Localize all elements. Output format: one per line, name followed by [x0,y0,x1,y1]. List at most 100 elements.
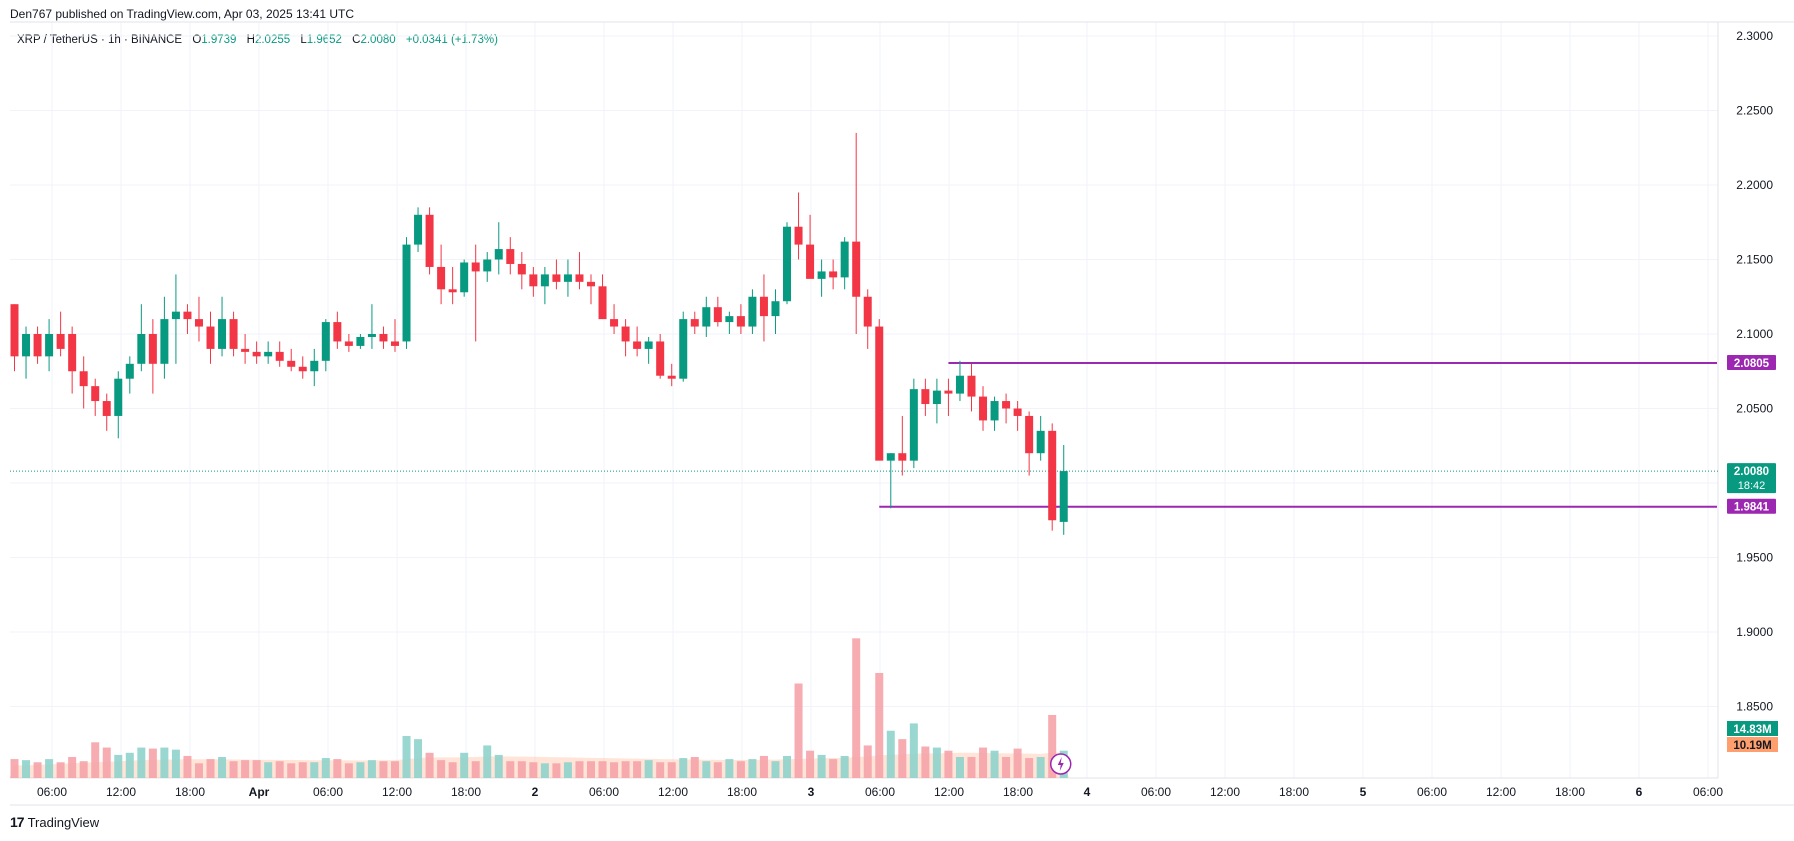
volume-bar [379,761,388,778]
volume-bar [471,761,480,778]
x-tick-label: 06:00 [37,785,67,799]
x-tick-label: 12:00 [934,785,964,799]
x-tick-label: 12:00 [106,785,136,799]
candle-body [540,274,549,287]
volume-bar [367,760,376,778]
candle-body [229,319,238,349]
volume-bar [598,761,607,778]
x-tick-label: Apr [249,785,270,799]
volume-bar [22,760,31,778]
candle-body [252,351,261,357]
candle-body [667,375,676,379]
candle-body [552,274,561,282]
volume-bar [794,683,803,778]
candle-body [817,271,826,279]
candle-body [194,319,203,327]
candle-body [529,274,538,287]
candle-body [298,366,307,372]
y-tick-label: 2.2500 [1736,104,1773,118]
volume-bar [610,762,619,778]
candle-body [909,389,918,461]
volume-bar [414,739,423,778]
volume-axis-label: 10.19M [1733,740,1771,752]
candle-body [1036,430,1045,454]
x-tick-label: 06:00 [589,785,619,799]
tradingview-brand[interactable]: 17 TradingView [10,814,99,830]
candle-body [114,378,123,416]
candle-body [702,307,711,327]
candle-body [690,319,699,327]
candle-body [759,296,768,317]
volume-bar [356,762,365,778]
candle-body [575,274,584,282]
open-label: O [192,34,202,46]
volume-bar [955,757,964,778]
volume-bar [921,746,930,778]
candle-body [264,351,273,357]
candle-body [390,341,399,346]
symbol-title[interactable]: XRP / TetherUS · 1h · BINANCE [17,34,183,46]
candle-body [367,334,376,337]
candle-body [506,249,515,264]
volume-bar [148,748,157,778]
candle-body [806,244,815,279]
candle-body [483,259,492,272]
brand-name: TradingView [27,814,100,830]
candle-body [610,319,619,327]
candle-body [414,214,423,245]
candle-body [679,319,688,379]
volume-bar [875,673,884,778]
symbol-legend: XRP / TetherUS · 1h · BINANCE O1.9739 H 2… [17,34,505,46]
x-tick-label: 12:00 [1210,785,1240,799]
volume-axis-label-bg [1727,737,1778,752]
volume-bar [333,759,342,778]
volume-axis-label-bg [1727,721,1778,736]
candle-body [921,389,930,405]
volume-bar [1036,757,1045,778]
volume-bar [909,723,918,778]
volume-bar [783,755,792,778]
candle-body [1002,401,1011,409]
candle-body [79,371,88,387]
candle-body [206,326,215,349]
volume-bar [1002,757,1011,778]
volume-bar [713,762,722,778]
y-tick-label: 1.9000 [1736,625,1773,639]
volume-bar [252,760,261,778]
volume-bar [633,761,642,778]
candle-body [68,334,77,372]
candle-body [979,396,988,421]
candle-body [852,241,861,297]
candle-body [771,301,780,317]
candle-body [840,241,849,278]
volume-bar [241,760,250,778]
volume-bar [517,761,526,778]
candle-body [644,341,653,349]
x-tick-label: 06:00 [1693,785,1723,799]
candle-body [218,319,227,349]
volume-bar [91,742,100,778]
volume-bar [437,760,446,778]
open-value: 1.9739 [201,34,237,46]
x-tick-label: 18:00 [1003,785,1033,799]
volume-bar [483,745,492,778]
candle-body [137,334,146,364]
volume-bar [390,761,399,778]
volume-bar [506,761,515,778]
volume-bar [1048,715,1057,778]
close-value: 2.0080 [360,34,396,46]
candle-body [56,334,65,349]
x-tick-label: 12:00 [1486,785,1516,799]
volume-bar [287,763,296,778]
volume-bar [979,747,988,778]
candle-body [45,334,54,357]
volume-bar [621,761,630,778]
candle-body [102,401,111,416]
volume-bar [1013,748,1022,778]
high-label: H [246,34,255,46]
candle-body [356,336,365,346]
volume-bar [183,755,192,778]
candle-body [91,386,100,402]
candle-body [955,375,964,394]
